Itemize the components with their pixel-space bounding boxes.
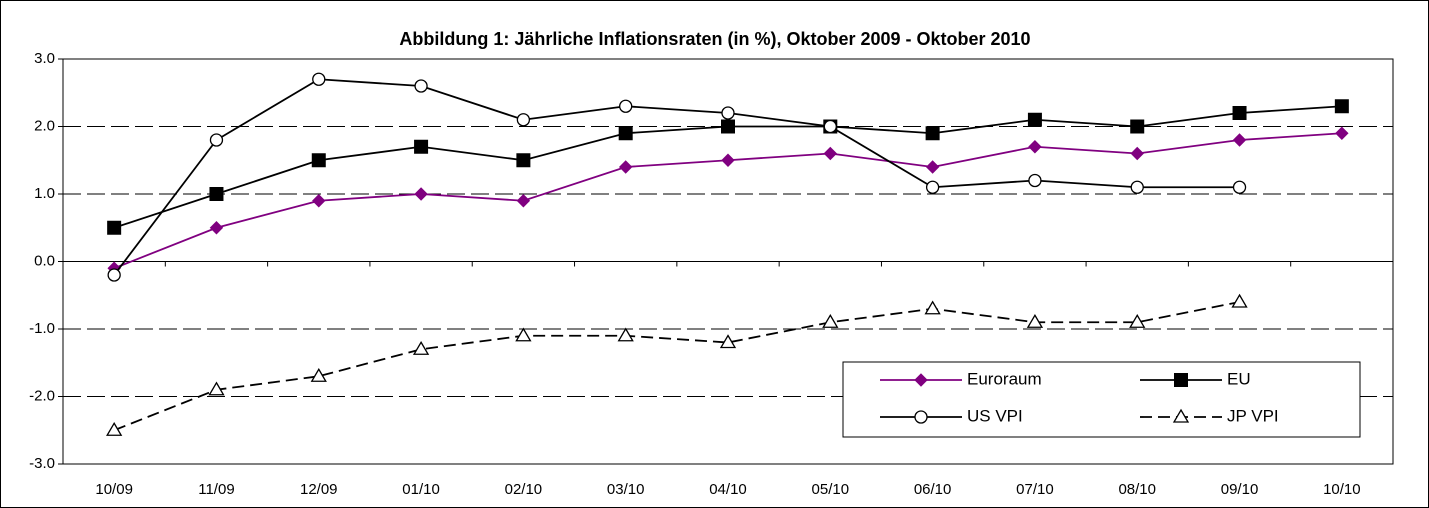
- series-line: [113, 78, 1240, 276]
- legend-label: Euroraum: [967, 369, 1042, 388]
- marker: [1172, 408, 1190, 423]
- marker: [208, 381, 225, 396]
- marker: [515, 327, 532, 342]
- marker: [414, 187, 428, 201]
- marker: [312, 194, 326, 208]
- marker: [618, 126, 633, 141]
- x-tick-label: 02/10: [505, 481, 543, 498]
- marker: [925, 160, 940, 174]
- marker: [823, 119, 837, 134]
- x-tick-label: 06/10: [914, 481, 952, 498]
- marker: [209, 221, 224, 235]
- y-tick-label: 2.0: [34, 117, 55, 134]
- marker: [1129, 313, 1146, 328]
- legend-label: EU: [1227, 369, 1251, 388]
- legend-box: [842, 361, 1361, 438]
- marker: [1028, 140, 1042, 154]
- marker: [721, 119, 735, 134]
- x-tick-label: 12/09: [300, 481, 338, 498]
- marker: [619, 99, 633, 113]
- marker: [311, 153, 326, 168]
- marker: [719, 334, 737, 349]
- y-tick-label: -2.0: [29, 387, 55, 404]
- marker: [1026, 313, 1044, 328]
- marker: [310, 367, 327, 382]
- marker: [312, 72, 326, 86]
- marker: [721, 106, 735, 120]
- legend-label: US VPI: [967, 406, 1023, 425]
- y-tick-label: 1.0: [34, 185, 55, 202]
- x-tick-label: 01/10: [402, 481, 440, 498]
- marker: [1174, 373, 1188, 387]
- legend: Euroraum EU US VPI JP VPI: [842, 361, 1361, 438]
- marker: [1232, 106, 1247, 120]
- x-tick-label: 03/10: [607, 481, 645, 498]
- marker: [822, 313, 839, 328]
- marker: [914, 410, 928, 424]
- marker: [516, 153, 531, 168]
- marker: [412, 340, 430, 355]
- marker: [1232, 133, 1247, 147]
- x-tick-label: 10/09: [95, 481, 133, 498]
- y-tick-label: 0.0: [34, 252, 55, 269]
- x-tick-label: 11/09: [198, 481, 234, 498]
- x-tick-label: 10/10: [1323, 481, 1361, 498]
- marker: [1028, 173, 1042, 188]
- marker: [106, 421, 123, 436]
- chart-title: Abbildung 1: Jährliche Inflationsraten (…: [399, 29, 1030, 49]
- marker: [925, 126, 940, 141]
- marker: [914, 373, 928, 387]
- marker: [209, 187, 224, 201]
- x-tick-label: 09/10: [1221, 481, 1259, 498]
- marker: [1232, 180, 1247, 194]
- marker: [414, 79, 428, 93]
- marker: [209, 133, 224, 147]
- y-tick-label: -1.0: [29, 320, 55, 337]
- y-tick-label: 3.0: [34, 50, 55, 67]
- marker: [1130, 119, 1145, 134]
- marker: [516, 194, 531, 208]
- marker: [1231, 293, 1248, 308]
- marker: [1130, 146, 1144, 161]
- marker: [107, 268, 121, 282]
- x-tick-label: 05/10: [812, 481, 850, 498]
- marker: [1335, 126, 1349, 140]
- series-line: [113, 301, 1240, 432]
- marker: [414, 139, 429, 154]
- marker: [617, 327, 634, 342]
- x-tick-label: 04/10: [709, 481, 747, 498]
- marker: [618, 160, 633, 174]
- marker: [823, 146, 838, 161]
- x-tick-label: 08/10: [1118, 481, 1156, 498]
- x-tick-label: 07/10: [1016, 481, 1054, 498]
- legend-label: JP VPI: [1227, 406, 1279, 425]
- marker: [925, 180, 940, 194]
- marker: [107, 220, 122, 235]
- marker: [1130, 180, 1144, 194]
- marker: [924, 300, 941, 315]
- y-tick-label: -3.0: [29, 455, 55, 472]
- marker: [1334, 99, 1349, 114]
- marker: [516, 113, 531, 127]
- marker: [721, 153, 735, 167]
- marker: [1027, 112, 1042, 127]
